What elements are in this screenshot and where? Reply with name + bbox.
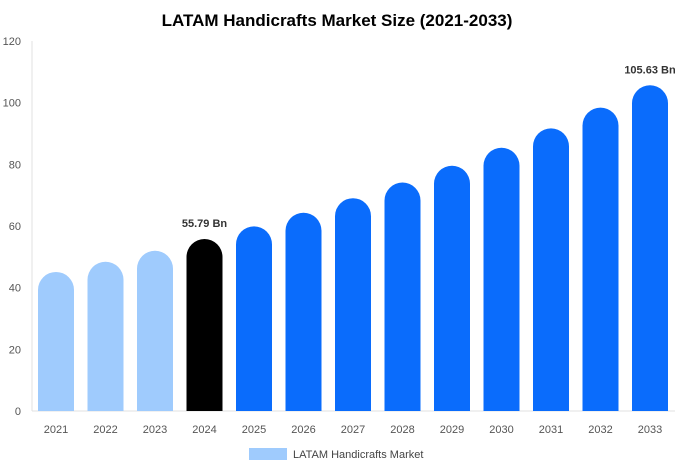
x-tick-label: 2022	[93, 424, 117, 436]
legend: LATAM Handicrafts Market	[249, 448, 423, 461]
y-tick-label: 120	[3, 36, 21, 48]
x-tick-label: 2033	[638, 424, 662, 436]
bar-2033	[632, 85, 668, 412]
bar-2024	[186, 238, 223, 411]
bar-2028	[384, 182, 421, 411]
bar-2031	[533, 128, 569, 412]
bar-2022	[87, 261, 124, 411]
x-tick-label: 2027	[341, 424, 365, 436]
y-tick-label: 60	[9, 221, 21, 233]
legend-label: LATAM Handicrafts Market	[293, 449, 423, 461]
x-tick-label: 2030	[489, 424, 513, 436]
bar-2027	[335, 198, 371, 411]
x-tick-label: 2021	[44, 424, 68, 436]
x-tick-label: 2028	[390, 424, 414, 436]
x-tick-label: 2024	[192, 424, 216, 436]
y-tick-label: 40	[9, 283, 21, 295]
bar-2025	[236, 226, 272, 411]
y-tick-label: 100	[3, 98, 21, 110]
bar-2032	[582, 107, 619, 411]
legend-swatch	[249, 448, 287, 460]
x-tick-label: 2032	[588, 424, 612, 436]
bar-2023	[137, 250, 173, 411]
bar-2030	[483, 147, 520, 411]
bar-2026	[285, 212, 322, 411]
x-tick-label: 2023	[143, 424, 167, 436]
y-tick-label: 80	[9, 159, 21, 171]
x-tick-label: 2029	[440, 424, 464, 436]
bar-2029	[434, 165, 470, 411]
x-tick-label: 2026	[291, 424, 315, 436]
data-label-2024: 55.79 Bn	[182, 218, 228, 230]
chart-title: LATAM Handicrafts Market Size (2021-2033…	[162, 11, 513, 30]
bar-2021	[38, 271, 74, 411]
x-tick-label: 2025	[242, 424, 266, 436]
x-tick-label: 2031	[539, 424, 563, 436]
y-tick-label: 20	[9, 344, 21, 356]
data-label-2033: 105.63 Bn	[624, 64, 675, 76]
y-tick-label: 0	[15, 406, 21, 418]
